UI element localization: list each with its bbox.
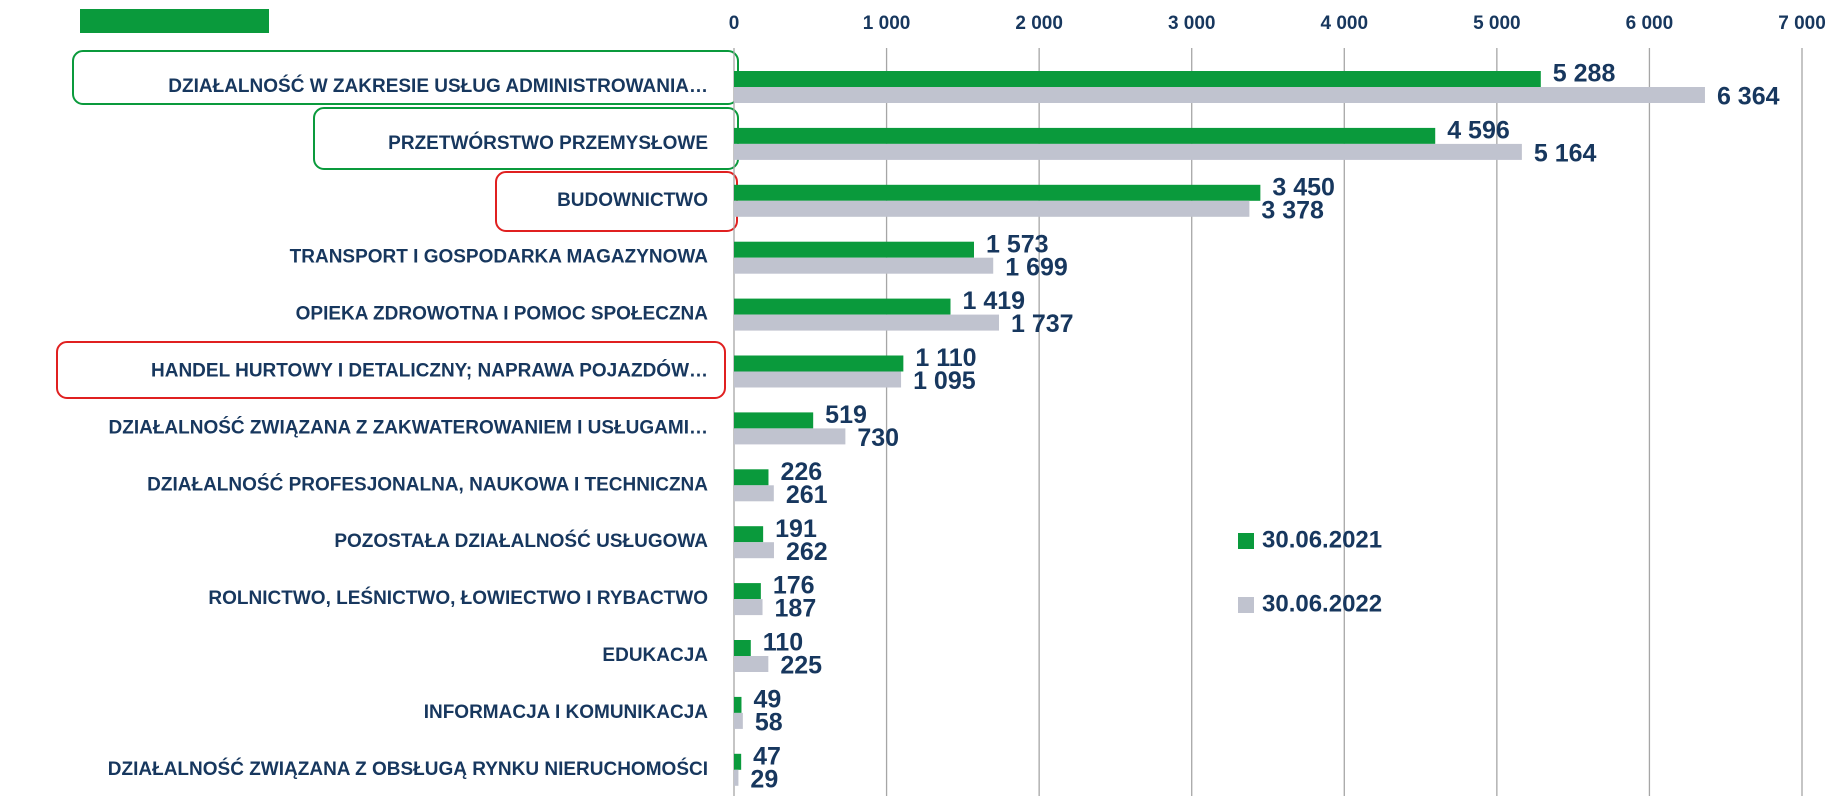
value-label: 1 419 — [962, 287, 1025, 315]
decoration — [80, 9, 269, 33]
bar — [734, 200, 1250, 217]
legend-swatch — [1238, 597, 1254, 613]
x-tick-label: 2 000 — [1015, 13, 1063, 34]
value-label: 261 — [786, 481, 828, 509]
category-label: TRANSPORT I GOSPODARKA MAGAZYNOWA — [290, 247, 709, 268]
legend-label: 30.06.2022 — [1262, 590, 1382, 617]
bar — [734, 257, 994, 274]
x-tick-label: 0 — [729, 13, 740, 34]
category-label: INFORMACJA I KOMUNIKACJA — [424, 702, 709, 723]
x-tick-label: 5 000 — [1473, 13, 1521, 34]
x-tick-label: 7 000 — [1778, 13, 1826, 34]
x-tick-label: 4 000 — [1321, 13, 1369, 34]
value-label: 187 — [775, 595, 817, 623]
bar — [734, 769, 739, 786]
legend-swatch — [1238, 533, 1254, 549]
value-label: 730 — [857, 424, 899, 452]
category-label: OPIEKA ZDROWOTNA I POMOC SPOŁECZNA — [296, 304, 709, 325]
value-label: 5 288 — [1553, 60, 1616, 88]
bar — [734, 696, 742, 713]
value-label: 29 — [750, 765, 778, 793]
category-label: DZIAŁALNOŚĆ W ZAKRESIE USŁUG ADMINISTROW… — [168, 75, 708, 97]
bar — [734, 753, 742, 770]
legend-label: 30.06.2021 — [1262, 526, 1382, 553]
value-label: 226 — [780, 458, 822, 486]
bar — [734, 371, 902, 388]
bar — [734, 599, 763, 616]
bar — [734, 469, 769, 486]
value-label: 191 — [775, 515, 817, 543]
bar — [734, 583, 761, 600]
bar — [734, 143, 1522, 160]
value-label: 1 699 — [1005, 253, 1068, 281]
value-label: 1 573 — [986, 230, 1049, 258]
bar — [734, 656, 769, 672]
value-label: 110 — [763, 629, 803, 657]
highlight-box — [56, 341, 726, 399]
bar — [734, 485, 774, 502]
value-label: 262 — [786, 538, 828, 566]
value-label: 225 — [780, 652, 822, 680]
value-label: 49 — [753, 686, 781, 714]
value-label: 4 596 — [1447, 117, 1510, 145]
bar — [734, 712, 743, 729]
bar — [734, 640, 751, 656]
category-label: EDUKACJA — [602, 645, 708, 666]
bar — [734, 542, 774, 559]
value-label: 1 110 — [915, 344, 976, 372]
bar — [734, 298, 951, 315]
bar — [734, 355, 904, 372]
bar — [734, 87, 1705, 103]
x-tick-label: 1 000 — [863, 13, 911, 34]
x-tick-label: 6 000 — [1626, 13, 1674, 34]
value-label: 519 — [825, 401, 867, 429]
value-label: 1 737 — [1011, 310, 1074, 338]
value-label: 6 364 — [1717, 83, 1780, 111]
value-label: 176 — [773, 572, 815, 600]
value-label: 3 450 — [1272, 173, 1335, 201]
category-label: DZIAŁALNOŚĆ ZWIĄZANA Z ZAKWATEROWANIEM I… — [109, 416, 709, 438]
bar — [734, 184, 1261, 201]
value-label: 1 095 — [913, 367, 976, 395]
bar — [734, 241, 974, 258]
category-label: BUDOWNICTWO — [557, 190, 708, 211]
bar — [734, 127, 1436, 144]
value-label: 5 164 — [1534, 140, 1597, 168]
bar — [734, 428, 846, 445]
bar — [734, 412, 814, 429]
category-label: POZOSTAŁA DZIAŁALNOŚĆ USŁUGOWA — [334, 530, 708, 552]
category-label: DZIAŁALNOŚĆ ZWIĄZANA Z OBSŁUGĄ RYNKU NIE… — [108, 758, 708, 780]
bar — [734, 526, 764, 543]
category-label: HANDEL HURTOWY I DETALICZNY; NAPRAWA POJ… — [151, 360, 708, 382]
bar — [734, 71, 1541, 87]
x-tick-label: 3 000 — [1168, 13, 1216, 34]
category-label: DZIAŁALNOŚĆ PROFESJONALNA, NAUKOWA I TEC… — [147, 473, 708, 495]
value-label: 58 — [755, 709, 783, 737]
bar — [734, 314, 1000, 331]
category-label: PRZETWÓRSTWO PRZEMYSŁOWE — [388, 132, 708, 154]
value-label: 47 — [753, 742, 781, 770]
value-label: 3 378 — [1261, 196, 1324, 224]
category-label: ROLNICTWO, LEŚNICTWO, ŁOWIECTWO I RYBACT… — [208, 587, 708, 609]
